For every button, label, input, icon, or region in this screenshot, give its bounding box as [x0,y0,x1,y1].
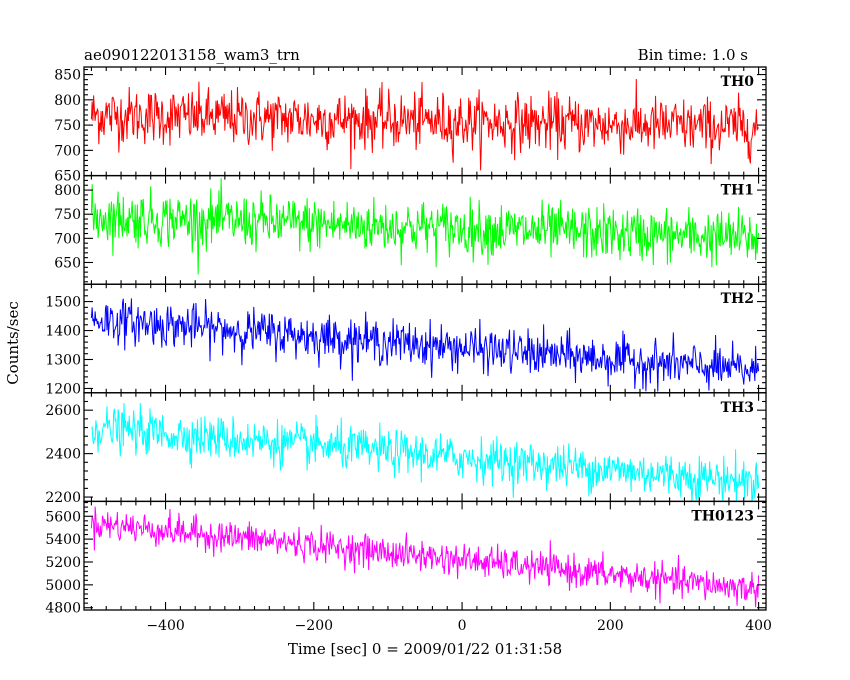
panel-th3: 2200 2400 2600 TH3 [45,392,767,506]
panels-group: 650 700 750 800 850 TH0 650 700 750 800 TH1 1200 130… [45,66,767,617]
x-tick-label: 200 [597,618,624,634]
y-tick-label: 800 [54,183,81,199]
y-tick-label: 700 [54,143,81,159]
y-tick-label: 5200 [45,555,81,571]
y-tick-label: 2600 [45,403,81,419]
x-axis-ticks: −400 −200 0 200 400 [146,618,772,634]
series-line-th2 [90,298,760,392]
y-tick-label: 1300 [45,352,81,368]
y-tick-label: 2400 [45,447,81,463]
chart-title-left: ae090122013158_wam3_trn [84,46,300,64]
x-tick-label: −400 [146,618,184,634]
panel-label: TH2 [721,291,754,307]
y-tick-label: 800 [54,93,81,109]
chart-title-right: Bin time: 1.0 s [638,46,748,64]
y-tick-label: 750 [54,207,81,223]
x-axis-title: Time [sec] 0 = 2009/01/22 01:31:58 [288,640,562,658]
panel-th1: 650 700 750 800 TH1 [54,174,767,285]
y-tick-label: 1500 [45,295,81,311]
panel-frame [83,500,767,611]
y-tick-label: 1200 [45,381,81,397]
y-tick-label: 1400 [45,324,81,340]
series-line-th0123 [90,506,760,608]
x-tick-label: 0 [458,618,467,634]
y-tick-label: 4800 [45,601,81,617]
series-line-th3 [90,403,760,502]
y-tick-label: 5600 [45,509,81,525]
panel-th0123: 4800 5000 5200 5400 5600 TH0123 [45,500,767,617]
x-tick-label: 400 [745,618,772,634]
y-tick-label: 5000 [45,578,81,594]
y-axis-title: Counts/sec [4,301,22,385]
panel-label: TH0 [721,74,755,90]
panel-th2: 1200 1300 1400 1500 TH2 [45,283,767,397]
panel-label: TH1 [721,183,754,199]
y-tick-label: 700 [54,231,81,247]
x-tick-label: −200 [295,618,333,634]
series-line-th0 [90,78,760,171]
y-tick-label: 5400 [45,532,81,548]
panel-label: TH3 [721,400,754,416]
series-line-th1 [90,178,760,275]
y-tick-label: 2200 [45,490,81,506]
panel-label: TH0123 [691,508,754,524]
y-tick-label: 650 [54,169,81,185]
y-tick-label: 750 [54,118,81,134]
y-tick-label: 650 [54,255,81,271]
panel-th0: 650 700 750 800 850 TH0 [54,66,767,185]
y-tick-label: 850 [54,68,81,84]
